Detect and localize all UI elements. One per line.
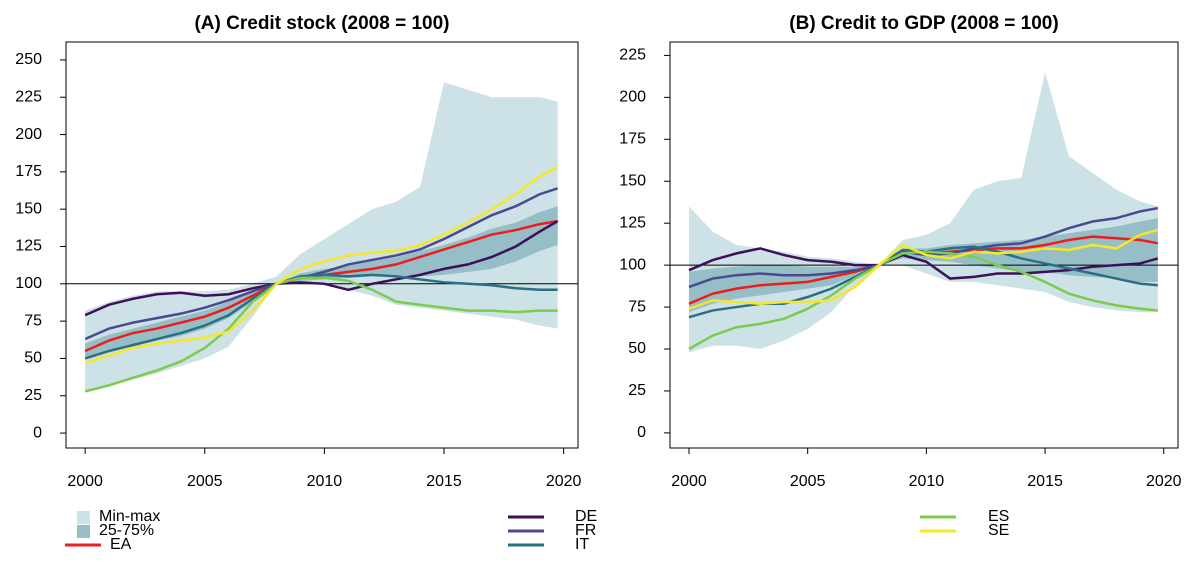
y-tick-label: 250 <box>15 51 42 68</box>
y-tick-label: 225 <box>619 47 646 64</box>
legend-swatch <box>77 511 90 524</box>
x-tick-label: 2005 <box>790 473 826 490</box>
y-tick-label: 200 <box>15 126 42 143</box>
chart-title: (B) Credit to GDP (2008 = 100) <box>789 13 1058 34</box>
legend-label: Min-max <box>99 508 160 525</box>
y-tick-label: 175 <box>619 131 646 148</box>
band <box>688 72 1158 353</box>
series-line <box>84 276 558 393</box>
x-tick-label: 2010 <box>307 473 343 490</box>
legend-label: FR <box>575 522 596 539</box>
plot-frame <box>669 41 1179 449</box>
legend-label: 25-75% <box>99 522 154 539</box>
legend-swatch <box>77 525 90 538</box>
y-tick-label: 75 <box>628 298 646 315</box>
series-line <box>688 235 1159 305</box>
x-tick-label: 2000 <box>67 473 103 490</box>
y-tick-label: 125 <box>15 238 42 255</box>
y-tick-label: 25 <box>628 382 646 399</box>
series-line <box>84 187 559 341</box>
y-tick-label: 0 <box>637 424 646 441</box>
y-tick-label: 100 <box>619 256 646 273</box>
band <box>85 206 558 359</box>
y-tick-label: 175 <box>15 163 42 180</box>
y-tick-label: 75 <box>24 312 42 329</box>
chart-title: (A) Credit stock (2008 = 100) <box>194 13 449 34</box>
legend-label: EA <box>110 536 132 553</box>
x-tick-label: 2005 <box>187 473 223 490</box>
series-line <box>688 247 1159 280</box>
band <box>688 218 1158 313</box>
x-tick-label: 2015 <box>426 473 462 490</box>
legend-label: DE <box>575 508 597 525</box>
y-tick-label: 50 <box>24 350 42 367</box>
y-tick-label: 25 <box>24 387 42 404</box>
plot-frame <box>65 41 579 449</box>
series-line <box>84 166 559 365</box>
y-tick-label: 0 <box>33 424 42 441</box>
legend-label: IT <box>575 536 589 553</box>
y-tick-label: 125 <box>619 214 646 231</box>
x-tick-label: 2015 <box>1027 473 1063 490</box>
y-tick-label: 50 <box>628 340 646 357</box>
y-tick-label: 225 <box>15 88 42 105</box>
y-tick-label: 200 <box>619 89 646 106</box>
legend-label: ES <box>988 508 1009 525</box>
x-tick-label: 2020 <box>546 473 582 490</box>
y-tick-label: 100 <box>15 275 42 292</box>
y-tick-label: 150 <box>619 172 646 189</box>
x-tick-label: 2020 <box>1146 473 1182 490</box>
series-line <box>84 273 558 360</box>
y-tick-label: 150 <box>15 200 42 217</box>
x-tick-label: 2000 <box>671 473 707 490</box>
series-line <box>688 228 1159 310</box>
legend-label: SE <box>988 522 1009 539</box>
series-line <box>688 250 1158 351</box>
x-tick-label: 2010 <box>909 473 945 490</box>
series-line <box>84 220 559 317</box>
